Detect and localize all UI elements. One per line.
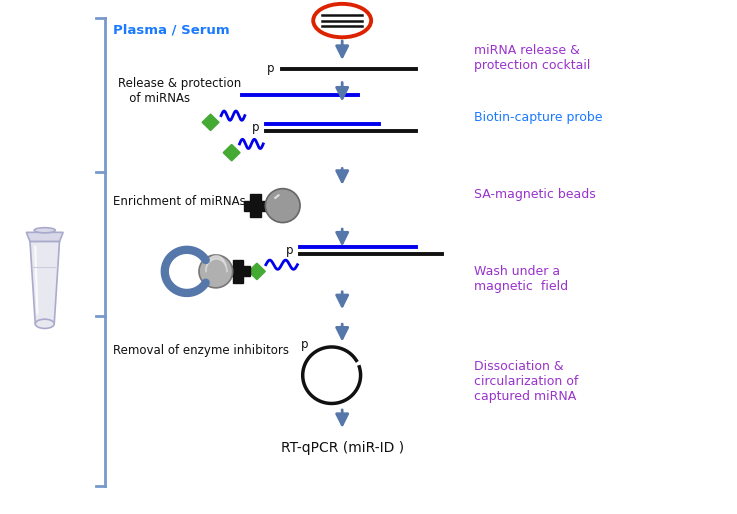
Ellipse shape (35, 319, 55, 328)
Polygon shape (202, 114, 219, 131)
Polygon shape (226, 260, 250, 283)
Text: Release & protection
   of miRNAs: Release & protection of miRNAs (119, 77, 242, 105)
Text: p: p (301, 338, 308, 351)
Circle shape (199, 255, 233, 288)
Text: SA-magnetic beads: SA-magnetic beads (474, 188, 595, 200)
Text: p: p (268, 62, 275, 75)
Text: Removal of enzyme inhibitors: Removal of enzyme inhibitors (113, 344, 289, 357)
Text: Biotin-capture probe: Biotin-capture probe (474, 111, 602, 123)
Polygon shape (248, 263, 265, 280)
Circle shape (265, 189, 300, 223)
Text: Plasma / Serum: Plasma / Serum (113, 23, 230, 36)
Text: Dissociation &
circularization of
captured miRNA: Dissociation & circularization of captur… (474, 360, 578, 403)
Polygon shape (244, 194, 267, 217)
Text: RT-qPCR (miR-ID ): RT-qPCR (miR-ID ) (281, 441, 404, 455)
Polygon shape (27, 232, 63, 242)
Text: Enrichment of miRNAs: Enrichment of miRNAs (113, 195, 246, 208)
Text: p: p (286, 244, 293, 258)
Ellipse shape (34, 228, 55, 233)
Text: p: p (251, 121, 259, 135)
Text: Wash under a
magnetic  field: Wash under a magnetic field (474, 265, 568, 292)
Polygon shape (30, 242, 60, 324)
Ellipse shape (313, 4, 371, 37)
Text: miRNA release &
protection cocktail: miRNA release & protection cocktail (474, 44, 590, 71)
Polygon shape (223, 144, 240, 161)
